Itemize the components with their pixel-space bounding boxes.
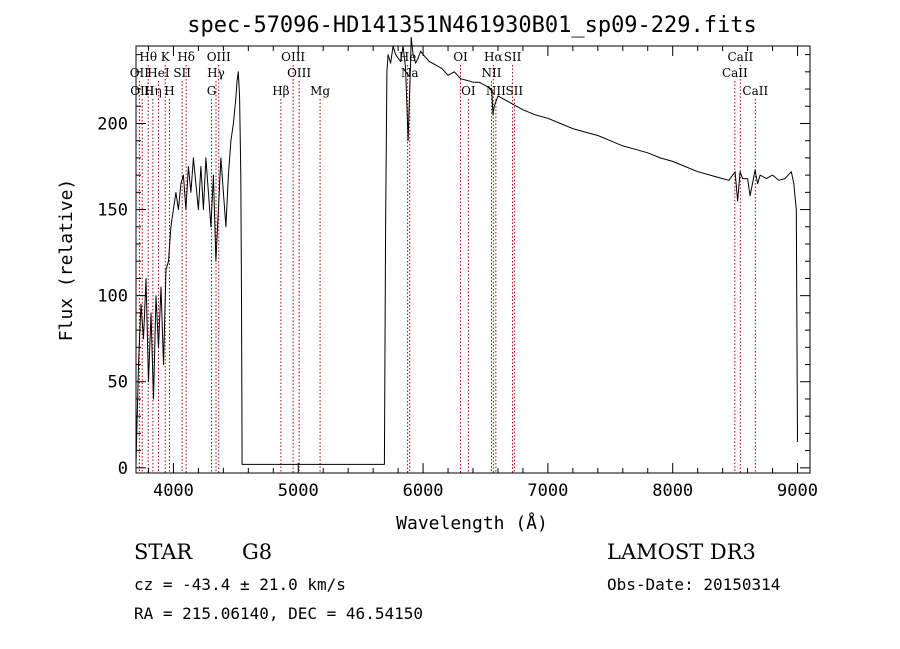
y-tick-label: 0 (118, 459, 128, 479)
spectral-line-label: OIII (281, 50, 305, 64)
coordinates-readout: RA = 215.06140, DEC = 46.54150 (134, 604, 423, 623)
spectral-line-label: Hδ (177, 50, 195, 64)
spectral-line-label: Mg (310, 84, 330, 98)
plot-frame (135, 45, 811, 474)
spectral-line-label: SII (504, 50, 522, 64)
x-tick-label: 5000 (278, 481, 319, 501)
spectral-line-label: G (207, 84, 217, 98)
observation-date: Obs-Date: 20150314 (607, 575, 781, 594)
survey-label: LAMOST DR3 (607, 540, 756, 564)
spectral-line-label: He (399, 50, 417, 64)
spectral-line-label: CaII (722, 66, 748, 80)
x-tick-label: 9000 (777, 481, 818, 501)
spectral-line-label: OIII (207, 50, 231, 64)
spectral-line-label: OIII (287, 66, 311, 80)
spectral-line-label: K (161, 50, 171, 64)
spectral-line-label: CaII (742, 84, 768, 98)
spectral-line-label: Hα (484, 50, 503, 64)
flux-series-line (135, 36, 798, 465)
spectral-line-label: NII (486, 84, 506, 98)
spectral-line-label: Hη (144, 84, 162, 98)
x-tick-label: 4000 (153, 481, 194, 501)
spectral-line-label: OI (453, 50, 468, 64)
y-axis-label: Flux (relative) (56, 179, 77, 342)
y-tick-label: 200 (97, 114, 128, 134)
y-tick-label: 50 (108, 373, 128, 393)
spectral-line-label: OII (130, 66, 150, 80)
spectral-line-label: H (164, 84, 174, 98)
x-tick-label: 8000 (652, 481, 693, 501)
axes-layer: 4000 5000 6000 7000 8000 9000 0 50 100 150 200 (97, 46, 818, 501)
redshift-readout: cz = -43.4 ± 21.0 km/s (134, 575, 346, 594)
flux-trace-layer (135, 36, 798, 465)
spectral-line-label: OI (461, 84, 476, 98)
spectral-line-label: HeI (147, 66, 170, 80)
x-tick-label: 6000 (403, 481, 444, 501)
y-tick-label: 100 (97, 287, 128, 307)
x-tick-label: 7000 (527, 481, 568, 501)
spectral-line-label: SII (173, 66, 191, 80)
spectral-line-label: CaII (727, 50, 753, 64)
spectral-line-label: Hβ (272, 84, 289, 98)
spectral-line-label: Hθ (139, 50, 157, 64)
spectral-line-label: SII (505, 84, 523, 98)
y-tick-label: 150 (97, 201, 128, 221)
spectral-line-label: NII (481, 66, 501, 80)
chart-title: spec-57096-HD141351N461930B01_sp09-229.f… (187, 13, 757, 38)
spectral-line-label: Hγ (207, 66, 225, 80)
object-class: STAR (134, 540, 193, 564)
object-subclass: G8 (242, 540, 273, 564)
x-axis-label: Wavelength (Å) (396, 512, 548, 534)
